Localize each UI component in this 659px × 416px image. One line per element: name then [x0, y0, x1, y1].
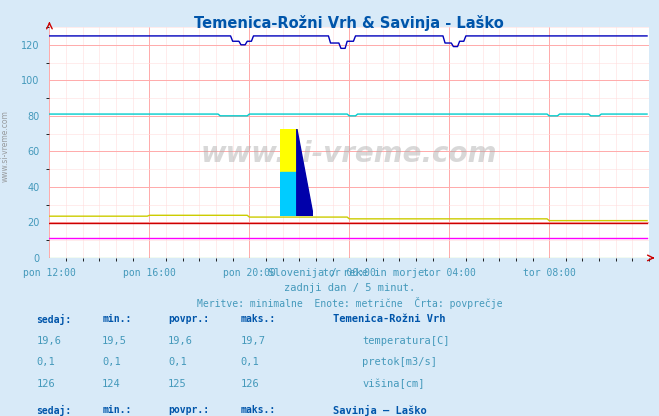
Text: 0,1: 0,1 [241, 357, 259, 367]
Text: www.si-vreme.com: www.si-vreme.com [1, 110, 10, 181]
Text: sedaj:: sedaj: [36, 314, 71, 325]
Text: povpr.:: povpr.: [168, 314, 209, 324]
Text: min.:: min.: [102, 314, 132, 324]
Text: 126: 126 [36, 379, 55, 389]
Text: temperatura[C]: temperatura[C] [362, 336, 450, 346]
Text: višina[cm]: višina[cm] [362, 379, 425, 389]
Text: Meritve: minimalne  Enote: metrične  Črta: povprečje: Meritve: minimalne Enote: metrične Črta:… [196, 297, 502, 310]
Text: sedaj:: sedaj: [36, 405, 71, 416]
Text: 19,5: 19,5 [102, 336, 127, 346]
Text: 0,1: 0,1 [168, 357, 186, 367]
Text: 19,6: 19,6 [36, 336, 61, 346]
Text: maks.:: maks.: [241, 314, 275, 324]
Text: 19,6: 19,6 [168, 336, 193, 346]
Text: 125: 125 [168, 379, 186, 389]
Text: maks.:: maks.: [241, 405, 275, 415]
Text: 19,7: 19,7 [241, 336, 266, 346]
Text: Temenica-Rožni Vrh & Savinja - Laško: Temenica-Rožni Vrh & Savinja - Laško [194, 15, 504, 30]
Text: Savinja – Laško: Savinja – Laško [333, 405, 426, 416]
Text: Slovenija / reke in morje.: Slovenija / reke in morje. [268, 268, 430, 278]
Text: Temenica-Rožni Vrh: Temenica-Rožni Vrh [333, 314, 445, 324]
Text: 126: 126 [241, 379, 259, 389]
Text: pretok[m3/s]: pretok[m3/s] [362, 357, 438, 367]
Text: www.si-vreme.com: www.si-vreme.com [201, 140, 498, 168]
Text: 0,1: 0,1 [36, 357, 55, 367]
Text: zadnji dan / 5 minut.: zadnji dan / 5 minut. [283, 283, 415, 293]
Text: 124: 124 [102, 379, 121, 389]
Text: min.:: min.: [102, 405, 132, 415]
Text: povpr.:: povpr.: [168, 405, 209, 415]
Text: 0,1: 0,1 [102, 357, 121, 367]
